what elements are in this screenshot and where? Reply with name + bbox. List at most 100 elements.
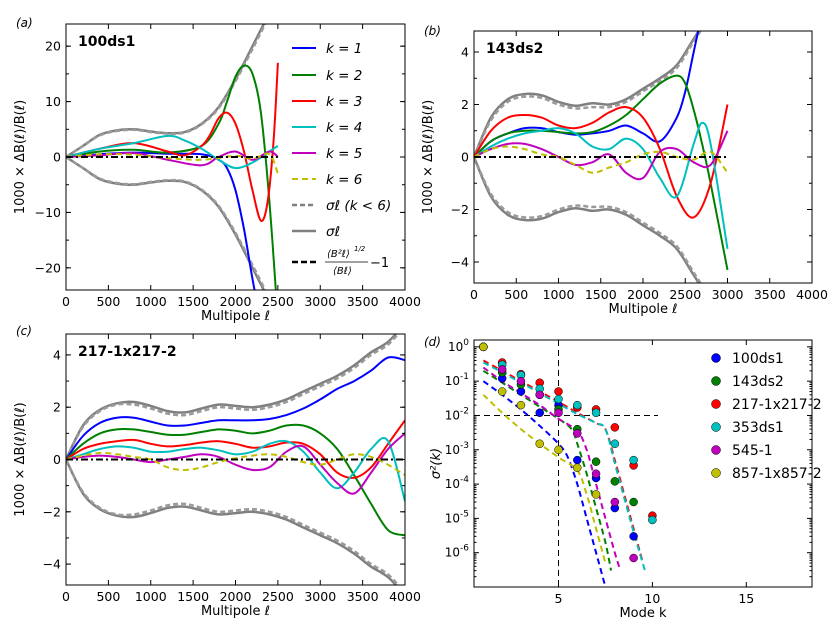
sigma-k6-lower-line: [474, 156, 702, 283]
series-line-k2: [66, 64, 277, 290]
data-point-217-1x217-2: [610, 423, 620, 432]
series-line-k4: [66, 437, 405, 502]
series-line-k6: [66, 152, 279, 175]
panel-label: (d): [424, 335, 441, 349]
y-tick-label: 10-1: [445, 372, 469, 388]
y-tick-label: 10-2: [445, 406, 469, 422]
y-tick-label: 2: [461, 97, 469, 112]
legend-label: k = 6: [326, 172, 362, 188]
data-point-857-1x857-2: [479, 342, 488, 352]
y-tick-label: 10-5: [445, 509, 469, 525]
series-line-k2: [66, 423, 405, 537]
legend-marker-857-1x857-2: [711, 468, 721, 478]
x-tick-label: 3500: [754, 287, 786, 302]
y-tick-exp: 0: [463, 338, 469, 348]
x-axis-label: Mode k: [619, 606, 667, 621]
y-tick-label: 100: [448, 338, 469, 354]
panel-title: 143ds2: [486, 41, 543, 57]
legend-marker-545-1: [711, 445, 721, 455]
sigma-lower-line: [474, 156, 701, 283]
y-tick-label: 0: [53, 150, 61, 165]
data-point-857-1x857-2: [497, 387, 507, 396]
x-axis-label: Multipole ℓ: [608, 302, 677, 317]
legend-marker-217-1x217-2: [711, 399, 721, 409]
data-point-143ds2: [610, 477, 620, 486]
y-axis-label: σ²(k): [429, 448, 444, 479]
panel-0: 0 500 1000 1500 2000 2500 3000 3500 4000 20 10 0 −10…: [13, 16, 421, 324]
y-axis-label: 1000 × ΔB(ℓ)/B(ℓ): [13, 100, 28, 214]
sigma-upper-line: [66, 334, 398, 461]
x-tick-label: 3000: [712, 287, 744, 302]
series-line-k2: [474, 74, 729, 271]
y-tick-label: 10-4: [445, 475, 470, 491]
series-line-k1: [66, 356, 405, 461]
legend-label: 217-1x217-2: [732, 397, 822, 413]
series-line-k6: [474, 145, 729, 174]
panel-label: (a): [16, 16, 33, 30]
data-point-353ds1: [591, 408, 601, 418]
fit-line-100ds1: [482, 380, 607, 587]
plot-area: [66, 24, 279, 290]
plot-area: [66, 334, 405, 585]
x-tick-label: 1500: [177, 294, 209, 309]
legend-ratio-pow: 1/2: [354, 245, 366, 253]
data-point-857-1x857-2: [535, 439, 544, 448]
data-point-143ds2: [591, 457, 601, 466]
x-tick-label: 2000: [220, 589, 252, 604]
data-point-857-1x857-2: [516, 400, 526, 410]
data-point-545-1: [554, 408, 563, 418]
y-tick-exp: -2: [460, 406, 469, 416]
x-tick-label: 2500: [262, 589, 294, 604]
data-point-353ds1: [573, 400, 582, 410]
x-tick-label: 1500: [585, 287, 617, 302]
series-line-k4: [66, 134, 279, 170]
data-point-143ds2: [629, 497, 638, 507]
data-point-857-1x857-2: [554, 445, 563, 455]
x-tick-label: 2500: [669, 287, 701, 302]
data-point-100ds1: [535, 408, 544, 418]
fit-line-143ds2: [482, 369, 613, 571]
x-tick-label: 2000: [627, 287, 659, 302]
x-tick-label: 3500: [347, 589, 379, 604]
sigma-k6-upper-line: [66, 24, 267, 159]
x-tick-label: 3500: [347, 294, 379, 309]
x-tick-label: 1000: [135, 294, 167, 309]
legend-ratio-den: ⟨Bℓ⟩: [333, 266, 352, 277]
y-tick-base: 10: [445, 443, 460, 457]
data-point-100ds1: [629, 532, 638, 541]
sigma-k6-upper-line: [474, 31, 702, 158]
data-point-545-1: [629, 553, 638, 563]
x-axis-label: Multipole ℓ: [201, 309, 270, 324]
y-tick-label: 4: [53, 347, 61, 362]
data-point-353ds1: [648, 515, 657, 525]
legend-label: k = 1: [326, 41, 362, 57]
series-line-k1: [474, 31, 700, 158]
y-tick-exp: -4: [460, 475, 469, 485]
series-line-k3: [66, 62, 279, 222]
x-axis-label: Multipole ℓ: [201, 604, 270, 619]
series-line-k4: [474, 121, 729, 250]
y-tick-label: 10-3: [445, 441, 469, 457]
legend-marker-143ds2: [711, 376, 721, 386]
y-tick-label: −4: [43, 557, 61, 572]
sigma-k6-lower-line: [66, 155, 267, 290]
y-tick-exp: -5: [460, 509, 469, 519]
y-tick-label: −10: [35, 205, 61, 220]
y-tick-base: 10: [448, 340, 463, 354]
fit-line-353ds1: [482, 361, 646, 571]
y-axis-label: 1000 × ΔB(ℓ)/B(ℓ): [13, 402, 28, 516]
y-tick-label: −2: [43, 504, 61, 519]
y-tick-label: 0: [53, 452, 61, 467]
legend-label: σℓ: [326, 224, 340, 240]
sigma-lower-line: [66, 458, 398, 585]
x-tick-label: 500: [504, 287, 528, 302]
x-tick-label: 15: [738, 591, 754, 606]
panel-title: 217-1x217-2: [78, 344, 177, 360]
y-tick-exp: -6: [460, 544, 469, 554]
y-tick-label: 0: [461, 150, 469, 165]
y-tick-label: 10: [45, 94, 61, 109]
x-tick-label: 0: [470, 287, 478, 302]
legend-label: k = 4: [326, 120, 362, 136]
